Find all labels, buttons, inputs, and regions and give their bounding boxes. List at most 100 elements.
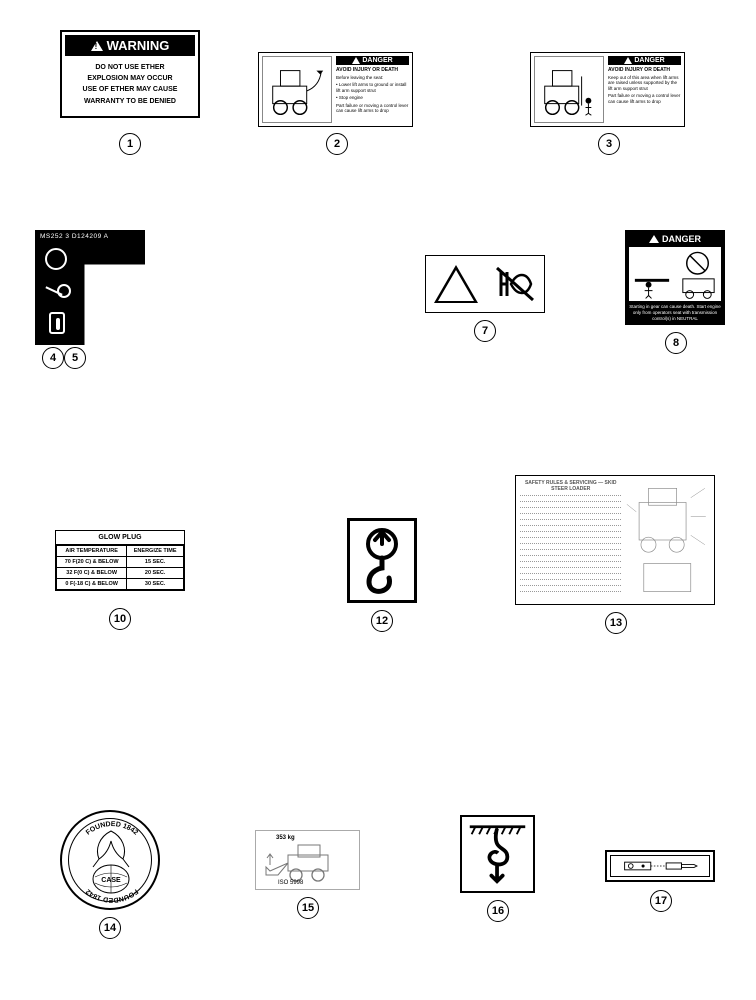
decal-tie-down [460, 815, 535, 893]
alert-triangle-icon [624, 57, 632, 64]
no-reach-panel [485, 256, 544, 312]
danger-line: Part failure or moving a control lever c… [336, 103, 409, 114]
safety-text-col: SAFETY RULES & SERVICING — SKID STEER LO… [520, 480, 621, 600]
warning-header: WARNING [65, 35, 195, 56]
svg-text:FOUNDED 1842: FOUNDED 1842 [85, 821, 139, 837]
decal-glow-plug-table: GLOW PLUG AIR TEMPERATURE ENERGIZE TIME … [55, 530, 185, 591]
danger-line: • Stop engine [336, 95, 409, 100]
decal-danger-leave-seat: DANGER AVOID INJURY OR DEATH Before leav… [258, 52, 413, 127]
pinch-triangle-panel [426, 256, 485, 312]
decal-lift-point [347, 518, 417, 603]
warning-line: WARRANTY TO BE DENIED [69, 96, 191, 107]
switch-glow-icon [45, 282, 69, 302]
warning-box: WARNING DO NOT USE ETHER EXPLOSION MAY O… [60, 30, 200, 118]
danger-text-col: DANGER AVOID INJURY OR DEATH Keep out of… [608, 56, 681, 123]
hazard-triangle-icon [434, 265, 478, 303]
decal-safety-rules-sheet: SAFETY RULES & SERVICING — SKID STEER LO… [515, 475, 715, 605]
danger-line: • Lower lift arms to ground or install l… [336, 82, 409, 93]
danger-body-text: Starting in gear can cause death. Start … [629, 304, 721, 322]
coupler-box [605, 850, 715, 882]
danger-header: DANGER [336, 56, 409, 65]
warning-triangle-icon [91, 41, 103, 51]
table-row: 0 F(-18 C) & BELOW30 SEC. [57, 579, 184, 590]
table-row: 32 F(0 C) & BELOW20 SEC. [57, 568, 184, 579]
hydraulic-coupler-icon [611, 856, 709, 876]
seal-arc-text: FOUNDED 1842 FOUNDED 1842 [62, 812, 162, 912]
callout-10: 10 [109, 608, 131, 630]
danger-box: DANGER AVOID INJURY OR DEATH Before leav… [258, 52, 413, 127]
pinch-hand-icon [444, 279, 468, 297]
glow-plug-title: GLOW PLUG [56, 531, 184, 545]
lift-box [347, 518, 417, 603]
lift-hook-icon [357, 526, 407, 596]
table-row: AIR TEMPERATURE ENERGIZE TIME [57, 546, 184, 557]
decal-danger-start-gear: DANGER Starting in gear can cause death.… [625, 230, 725, 325]
table-row: 70 F(20 C) & BELOW15 SEC. [57, 557, 184, 568]
warning-line: USE OF ETHER MAY CAUSE [69, 84, 191, 95]
danger-start-box: DANGER Starting in gear can cause death.… [625, 230, 725, 325]
tie-down-box [460, 815, 535, 893]
alert-triangle-icon [649, 235, 659, 243]
danger-line: Before leaving the seat: [336, 75, 409, 80]
danger-sub: AVOID INJURY OR DEATH [336, 67, 409, 73]
decal-switch-plate: MS252 3 D124209 A [35, 230, 145, 345]
alert-triangle-icon [352, 57, 360, 64]
danger-illustration [534, 56, 604, 123]
decal-pinch-hazard [425, 255, 545, 313]
start-in-gear-icon [629, 247, 721, 301]
table-header: ENERGIZE TIME [127, 546, 184, 557]
callout-2: 2 [326, 133, 348, 155]
capacity-weight: 353 kg [276, 835, 295, 841]
skid-steer-icon [263, 57, 331, 120]
loader-side-icon [258, 843, 358, 883]
svg-text:FOUNDED 1842: FOUNDED 1842 [85, 887, 139, 903]
safety-sheet: SAFETY RULES & SERVICING — SKID STEER LO… [515, 475, 715, 605]
safety-title: SAFETY RULES & SERVICING — SKID STEER LO… [520, 480, 621, 492]
callout-16: 16 [487, 900, 509, 922]
danger-line: Part failure or moving a control lever c… [608, 93, 681, 104]
callout-14: 14 [99, 917, 121, 939]
danger-sub: AVOID INJURY OR DEATH [608, 67, 681, 73]
switch-key-icon [49, 312, 65, 334]
capacity-iso: ISO 5998 [278, 880, 303, 886]
decal-coupler [605, 850, 715, 882]
callout-7: 7 [474, 320, 496, 342]
coupler-inner [610, 855, 710, 877]
callout-15: 15 [297, 897, 319, 919]
decal-warning-ether: WARNING DO NOT USE ETHER EXPLOSION MAY O… [60, 30, 200, 118]
skid-steer-crush-icon [535, 57, 603, 120]
danger-illustration [262, 56, 332, 123]
callout-1: 1 [119, 133, 141, 155]
danger-line: Keep out of this area when lift arms are… [608, 75, 681, 91]
callout-17: 17 [650, 890, 672, 912]
callout-12: 12 [371, 610, 393, 632]
warning-line: EXPLOSION MAY OCCUR [69, 73, 191, 84]
capacity-box: 353 kg ISO 5998 [255, 830, 360, 890]
service-diagram-icon [625, 480, 710, 600]
warning-line: DO NOT USE ETHER [69, 62, 191, 73]
warning-body: DO NOT USE ETHER EXPLOSION MAY OCCUR USE… [65, 56, 195, 113]
danger-header: DANGER [608, 56, 681, 65]
decal-danger-keep-out: DANGER AVOID INJURY OR DEATH Keep out of… [530, 52, 685, 127]
danger-text-col: DANGER AVOID INJURY OR DEATH Before leav… [336, 56, 409, 123]
callout-3: 3 [598, 133, 620, 155]
callout-5: 5 [64, 347, 86, 369]
callout-8: 8 [665, 332, 687, 354]
table-header: AIR TEMPERATURE [57, 546, 127, 557]
switch-plate: MS252 3 D124209 A [35, 230, 145, 345]
glow-plug-table: AIR TEMPERATURE ENERGIZE TIME 70 F(20 C)… [56, 545, 184, 590]
pinch-box [425, 255, 545, 313]
danger-header: DANGER [629, 234, 721, 244]
switch-part-number: MS252 3 D124209 A [40, 233, 109, 240]
safety-diagram-col [625, 480, 710, 600]
danger-pictogram [629, 247, 721, 301]
warning-header-text: WARNING [107, 38, 170, 53]
no-reach-icon [493, 262, 537, 306]
callout-4: 4 [42, 347, 64, 369]
glow-plug-box: GLOW PLUG AIR TEMPERATURE ENERGIZE TIME … [55, 530, 185, 591]
case-seal: CASE FOUNDED 1842 FOUNDED 1842 [60, 810, 160, 910]
decal-case-seal: CASE FOUNDED 1842 FOUNDED 1842 [60, 810, 160, 910]
danger-box: DANGER AVOID INJURY OR DEATH Keep out of… [530, 52, 685, 127]
tie-down-icon [466, 821, 529, 887]
decal-rated-capacity: 353 kg ISO 5998 [255, 830, 360, 890]
